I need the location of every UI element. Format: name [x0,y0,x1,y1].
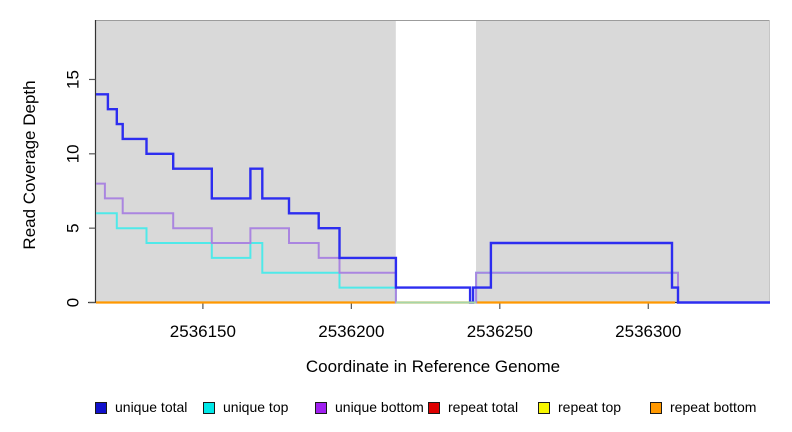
legend-item-repeat-total: repeat total [428,399,519,415]
legend-label: unique top [223,399,289,415]
x-axis-title: Coordinate in Reference Genome [305,357,561,376]
unique-bottom-swatch-icon [315,401,327,414]
legend-item-unique-total: unique total [95,399,188,415]
x-tick-label: 2536150 [170,322,236,341]
y-tick-label: 5 [64,223,83,232]
unique-total-swatch-icon [95,401,107,414]
uncovered-gap-background [395,20,477,303]
legend-item-repeat-top: repeat top [538,399,622,415]
repeat-bottom-swatch-icon [650,401,662,414]
legend-label: repeat total [448,399,519,415]
legend-label: unique bottom [335,399,424,415]
series-unique-bottom [96,182,770,304]
legend-label: unique total [115,399,188,415]
repeat-top-swatch-icon [538,401,550,414]
y-axis-title: Read Coverage Depth [20,80,39,250]
y-tick-label: 15 [64,70,83,89]
legend-label: repeat top [558,399,622,415]
repeat-total-swatch-icon [428,401,440,414]
legend-item-unique-top: unique top [203,399,289,415]
covered-region-right-background [476,20,770,303]
x-tick-label: 2536300 [615,322,681,341]
covered-region-left-background [96,20,396,303]
series-unique-total [96,93,770,304]
unique-top-swatch-icon [203,401,215,414]
legend-item-repeat-bottom: repeat bottom [650,399,757,415]
chart-canvas: 2536150 2536200 2536250 2536300 0 5 10 15 [64,20,770,341]
legend-label: repeat bottom [670,399,757,415]
x-tick-label: 2536250 [467,322,533,341]
y-tick-label: 0 [64,298,83,307]
y-tick-label: 10 [64,144,83,163]
x-tick-label: 2536200 [318,322,384,341]
legend-item-unique-bottom: unique bottom [315,399,424,415]
